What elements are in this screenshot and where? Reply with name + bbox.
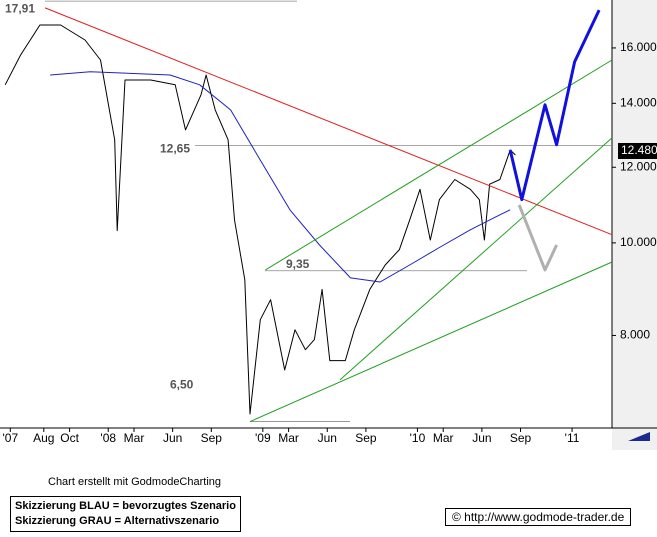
y-tick-label: 16.000 — [620, 40, 657, 54]
series-line — [517, 204, 558, 272]
legend-line: Skizzierung GRAU = Alternativszenario — [15, 515, 220, 527]
y-tick-label: 14.000 — [620, 95, 657, 109]
x-tick-label: Sep — [510, 431, 532, 445]
series-line — [265, 59, 613, 271]
credit: Chart erstellt mit GodmodeCharting — [48, 476, 222, 488]
x-tick-label: '07 — [2, 431, 18, 445]
y-tick-label: 12.000 — [620, 159, 657, 173]
legend-line: Skizzierung BLAU = bevorzugtes Szenario — [15, 500, 236, 512]
x-tick-label: Jun — [318, 431, 337, 445]
x-tick-label: Oct — [60, 431, 79, 445]
x-tick-label: Jun — [163, 431, 182, 445]
x-tick-label: Sep — [355, 431, 377, 445]
series-line — [44, 7, 613, 236]
last-price-box — [618, 142, 657, 159]
corner-icon — [628, 432, 650, 441]
series-line — [4, 24, 516, 415]
x-tick-label: '10 — [410, 431, 426, 445]
x-tick-label: Sep — [201, 431, 223, 445]
series-line — [249, 261, 613, 423]
x-tick-label: '09 — [255, 431, 271, 445]
copyright: © http://www.godmode-trader.de — [445, 508, 632, 526]
y-tick-label: 8.000 — [620, 328, 650, 342]
x-tick-label: Mar — [278, 431, 299, 445]
series-line — [339, 137, 613, 381]
level-label: 9,35 — [286, 257, 310, 271]
x-tick-label: '11 — [565, 431, 580, 445]
level-label: 6,50 — [170, 378, 194, 392]
x-tick-label: Mar — [433, 431, 454, 445]
x-tick-label: '08 — [100, 431, 116, 445]
y-tick-label: 10.000 — [620, 235, 657, 249]
x-tick-label: Mar — [124, 431, 145, 445]
chart: 8.000 10.000 12.000 14.000 16.000 '07 Aug Oct '0… — [0, 0, 657, 450]
series-line — [50, 71, 511, 283]
x-tick-label: Jun — [472, 431, 491, 445]
series-line — [508, 9, 601, 202]
x-tick-label: Aug — [33, 431, 54, 445]
axis-panel — [612, 0, 657, 450]
level-label: 17,91 — [5, 1, 35, 15]
last-price-label: 12.480 — [621, 143, 657, 157]
legend-box: Skizzierung BLAU = bevorzugtes Szenario … — [10, 496, 241, 532]
level-label: 12,65 — [160, 142, 190, 156]
